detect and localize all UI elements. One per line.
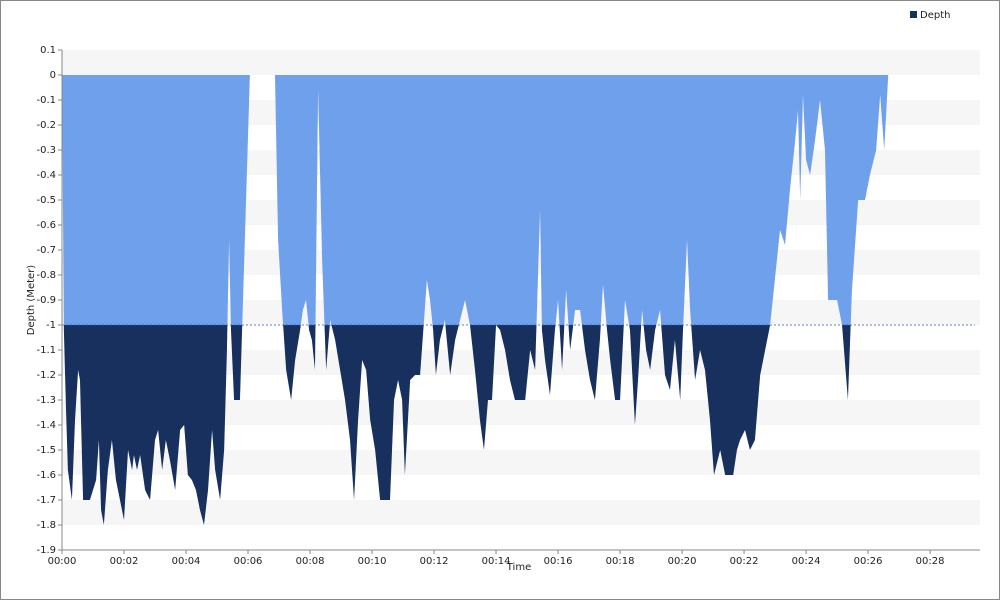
y-tick-label: -1.8 bbox=[36, 520, 56, 531]
y-tick-label: -0.8 bbox=[36, 270, 56, 281]
y-tick-label: -0.6 bbox=[36, 220, 56, 231]
x-tick-label: 00:24 bbox=[792, 556, 821, 567]
y-tick-label: -1.4 bbox=[36, 420, 56, 431]
x-axis-label: Time bbox=[506, 562, 531, 573]
y-tick-label: -0.3 bbox=[36, 145, 56, 156]
x-tick-label: 00:10 bbox=[358, 556, 387, 567]
y-tick-label: -0.4 bbox=[36, 170, 56, 181]
y-tick-label: 0.1 bbox=[40, 45, 56, 56]
legend-swatch bbox=[910, 11, 917, 18]
depth-area bbox=[62, 75, 889, 525]
y-axis-label: Depth (Meter) bbox=[26, 265, 37, 336]
y-tick-label: -1.1 bbox=[36, 345, 56, 356]
x-tick-label: 00:12 bbox=[420, 556, 449, 567]
y-tick-label: -1.9 bbox=[36, 545, 56, 556]
x-tick-label: 00:16 bbox=[544, 556, 573, 567]
x-tick-label: 00:26 bbox=[854, 556, 883, 567]
x-tick-label: 00:14 bbox=[482, 556, 511, 567]
y-tick-label: -0.2 bbox=[36, 120, 56, 131]
x-tick-label: 00:28 bbox=[916, 556, 945, 567]
y-tick-label: -0.1 bbox=[36, 95, 56, 106]
y-tick-label: -0.5 bbox=[36, 195, 56, 206]
y-tick-label: -1.7 bbox=[36, 495, 56, 506]
x-tick-label: 00:08 bbox=[296, 556, 325, 567]
x-tick-label: 00:02 bbox=[110, 556, 139, 567]
x-tick-label: 00:00 bbox=[48, 556, 77, 567]
x-tick-label: 00:04 bbox=[172, 556, 201, 567]
x-tick-label: 00:22 bbox=[730, 556, 759, 567]
x-tick-label: 00:18 bbox=[606, 556, 635, 567]
y-tick-label: -0.9 bbox=[36, 295, 56, 306]
y-tick-label: -1.3 bbox=[36, 395, 56, 406]
x-tick-label: 00:20 bbox=[668, 556, 697, 567]
x-tick-label: 00:06 bbox=[234, 556, 263, 567]
y-tick-label: -1.6 bbox=[36, 470, 56, 481]
legend-label: Depth bbox=[920, 10, 950, 21]
y-tick-label: -1 bbox=[46, 320, 56, 331]
y-tick-label: -1.5 bbox=[36, 445, 56, 456]
y-tick-label: -0.7 bbox=[36, 245, 56, 256]
grid-band bbox=[62, 50, 980, 75]
grid-band bbox=[62, 500, 980, 525]
y-tick-label: 0 bbox=[50, 70, 56, 81]
y-tick-label: -1.2 bbox=[36, 370, 56, 381]
